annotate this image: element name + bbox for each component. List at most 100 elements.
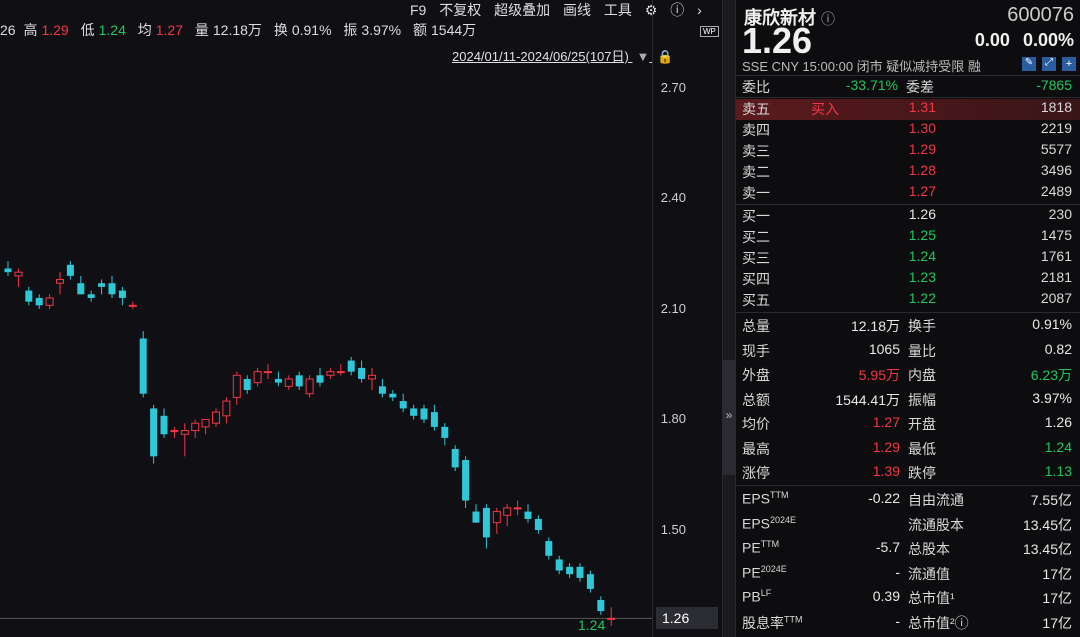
axis-tick: 2.10 xyxy=(660,301,686,316)
lock-icon[interactable]: 🔒 xyxy=(656,49,674,64)
bid-label: 买五 xyxy=(742,292,770,308)
expand-icon[interactable]: ⤢ xyxy=(1042,57,1056,71)
ask-row[interactable]: 卖二 1.28 3496 xyxy=(736,162,1080,183)
bid-row[interactable]: 买五 1.22 2087 xyxy=(736,290,1080,311)
info-icon[interactable]: ⓘ xyxy=(821,11,836,27)
candle-body xyxy=(128,304,137,307)
bid-row[interactable]: 买三 1.24 1761 xyxy=(736,248,1080,269)
date-range-selector[interactable]: 2024/01/11-2024/06/25(107日) ▼ 🔒 xyxy=(452,46,673,65)
candle-body xyxy=(139,338,147,394)
fundamental-value: - xyxy=(895,612,900,629)
ask-row[interactable]: 卖四 1.30 2219 xyxy=(736,120,1080,141)
candle-body xyxy=(513,507,522,510)
candle-body xyxy=(25,290,33,302)
kline-chart-area[interactable]: 26 高 1.29 低 1.24 均 1.27 量 12.18万 换 0.91% 振 3.9… xyxy=(0,0,722,637)
stat-label: 均价 xyxy=(742,416,770,432)
market-meta: SSE CNY 15:00:00 闭市 疑似减持受限 融 xyxy=(742,59,981,74)
commission-row: 委比 -33.71% 委差 -7865 xyxy=(736,77,1080,98)
axis-tick: 2.40 xyxy=(660,190,686,205)
fundamental-value: 0.39 xyxy=(872,588,900,604)
fundamental-value: 13.45亿 xyxy=(1022,541,1072,557)
ask-label: 卖三 xyxy=(742,143,770,159)
candle-body xyxy=(222,400,231,417)
ask-row[interactable]: 卖五 买入 1.31 1818 xyxy=(736,99,1080,120)
candle-body xyxy=(77,283,85,295)
stat-value: 12.18万 xyxy=(850,318,900,334)
candle xyxy=(451,445,459,472)
candle xyxy=(118,286,126,306)
vol-label: 量 xyxy=(194,22,209,38)
candle-body xyxy=(35,297,43,306)
buy-tag[interactable]: 买入 xyxy=(811,101,839,117)
high-label: 高 xyxy=(23,22,38,38)
axis-tick: 2.70 xyxy=(660,80,686,95)
overlay-button[interactable]: 超级叠加 xyxy=(494,2,551,18)
change-value: 0.00 xyxy=(974,30,1010,50)
candle-body xyxy=(4,268,12,273)
ask-label: 卖五 xyxy=(742,101,770,117)
stat-value: 3.97% xyxy=(1032,389,1072,406)
candle xyxy=(441,423,449,446)
candle xyxy=(264,364,272,379)
f9-button[interactable]: F9 xyxy=(410,2,427,18)
fundamental-value: 17亿 xyxy=(1042,614,1072,631)
fundamental-label: EPSTTM xyxy=(742,490,789,507)
draw-button[interactable]: 画线 xyxy=(563,2,592,18)
bid-row[interactable]: 买一 1.26 230 xyxy=(736,206,1080,227)
fundamental-label: 流通值 xyxy=(908,565,950,582)
wp-icon[interactable]: WP xyxy=(700,26,719,37)
candle xyxy=(191,419,200,438)
stock-name: 康欣新材 ⓘ xyxy=(744,4,835,30)
kline-svg xyxy=(0,261,652,626)
vol-value: 12.18万 xyxy=(212,22,262,38)
help-icon[interactable]: ⓘ xyxy=(670,2,685,18)
bid-price: 1.24 xyxy=(908,248,936,264)
tools-button[interactable]: 工具 xyxy=(603,2,632,18)
stat-value: 5.95万 xyxy=(858,367,900,383)
candle-body xyxy=(45,297,54,306)
candle xyxy=(545,537,553,560)
caret-down-icon[interactable]: ▼ xyxy=(636,49,650,64)
candle-body xyxy=(472,511,480,523)
candle-body xyxy=(410,408,418,416)
candle-body xyxy=(305,378,314,395)
fundamental-value: -0.22 xyxy=(868,490,900,506)
candle-body xyxy=(14,271,23,277)
plus-icon[interactable]: + xyxy=(1062,57,1076,71)
candle-body xyxy=(378,386,386,394)
candle xyxy=(170,426,179,438)
chevron-right-icon[interactable]: › xyxy=(697,2,702,18)
candle-body xyxy=(586,574,594,589)
ask-row[interactable]: 卖一 1.27 2489 xyxy=(736,183,1080,204)
fundamental-label-text: 股息率 xyxy=(742,614,784,631)
candle-body xyxy=(108,283,116,295)
ask-volume: 5577 xyxy=(1040,141,1072,157)
price-change: 0.00 0.00% xyxy=(975,30,1074,51)
candle-body xyxy=(98,283,106,287)
bid-row[interactable]: 买四 1.23 2181 xyxy=(736,269,1080,290)
candle-body xyxy=(212,411,220,424)
candle-body xyxy=(160,415,168,435)
fundamental-value: 7.55亿 xyxy=(1030,492,1072,508)
candle-body xyxy=(87,294,95,298)
gear-icon[interactable]: ⚙ xyxy=(644,2,658,18)
pencil-icon[interactable]: ✎ xyxy=(1022,57,1036,71)
bid-price: 1.26 xyxy=(908,206,936,222)
fundamental-label: PETTM xyxy=(742,539,779,556)
adjust-button[interactable]: 不复权 xyxy=(439,2,482,18)
bid-row[interactable]: 买二 1.25 1475 xyxy=(736,227,1080,248)
candle xyxy=(524,504,532,523)
info-partial: 26 xyxy=(0,22,16,38)
candle xyxy=(566,563,574,578)
candle xyxy=(555,555,563,575)
bid-volume: 1475 xyxy=(1040,227,1072,243)
fundamental-label-sup: TTM xyxy=(770,490,789,500)
ask-row[interactable]: 卖三 1.29 5577 xyxy=(736,141,1080,162)
collapse-panel-button[interactable]: » xyxy=(722,360,736,475)
candle xyxy=(222,397,231,424)
candle xyxy=(513,500,522,516)
avg-label: 均 xyxy=(137,22,152,38)
stat-value: 1.13 xyxy=(1044,463,1072,479)
stat-label: 换手 xyxy=(908,318,936,334)
candle-body xyxy=(232,374,241,398)
